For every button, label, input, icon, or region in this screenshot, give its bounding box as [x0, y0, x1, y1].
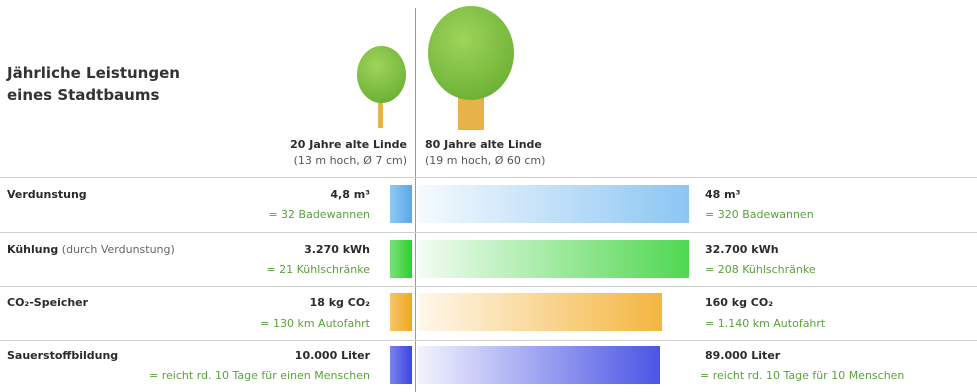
- title-line-2: eines Stadtbaums: [7, 86, 160, 104]
- right-value: 160 kg CO₂: [705, 296, 774, 309]
- right-value: 89.000 Liter: [705, 349, 781, 362]
- right-equiv: = 208 Kühlschränke: [705, 263, 816, 276]
- tree-name: 20 Jahre alte Linde: [290, 138, 407, 151]
- tree-header-old: 80 Jahre alte Linde (19 m hoch, Ø 60 cm): [425, 137, 545, 169]
- small-tree-trunk: [378, 95, 383, 128]
- right-equiv: = 320 Badewannen: [705, 208, 814, 221]
- large-tree-icon: [428, 6, 514, 100]
- left-value: 4,8 m³: [330, 188, 370, 201]
- bar-left-verdunstung: [390, 185, 412, 223]
- left-equiv: = 21 Kühlschränke: [266, 263, 370, 276]
- left-value: 18 kg CO₂: [309, 296, 370, 309]
- row-separator: [0, 232, 977, 233]
- right-value: 32.700 kWh: [705, 243, 779, 256]
- left-value: 3.270 kWh: [304, 243, 370, 256]
- row-label: CO₂-Speicher: [7, 296, 89, 309]
- bar-right-sauerstoff: [418, 346, 660, 384]
- tree-name: 80 Jahre alte Linde: [425, 138, 542, 151]
- row-label: Sauerstoffbildung: [7, 349, 119, 362]
- row-separator: [0, 177, 977, 178]
- row-label: Verdunstung: [7, 188, 87, 201]
- title-line-1: Jährliche Leistungen: [7, 64, 180, 82]
- left-value: 10.000 Liter: [294, 349, 370, 362]
- chart-title: Jährliche Leistungen eines Stadtbaums: [7, 62, 180, 106]
- right-value: 48 m³: [705, 188, 741, 201]
- tree-header-young: 20 Jahre alte Linde (13 m hoch, Ø 7 cm): [290, 137, 407, 169]
- center-axis-line: [415, 8, 416, 392]
- left-equiv: = 32 Badewannen: [268, 208, 370, 221]
- large-tree-trunk: [458, 95, 484, 130]
- right-equiv: = 1.140 km Autofahrt: [705, 317, 826, 330]
- bar-right-kuehlung: [418, 240, 689, 278]
- right-equiv: = reicht rd. 10 Tage für 10 Menschen: [700, 369, 905, 382]
- bar-left-kuehlung: [390, 240, 412, 278]
- bar-left-sauerstoff: [390, 346, 412, 384]
- row-separator: [0, 340, 977, 341]
- left-equiv: = reicht rd. 10 Tage für einen Menschen: [149, 369, 370, 382]
- bar-right-verdunstung: [418, 185, 689, 223]
- bar-left-co2: [390, 293, 412, 331]
- tree-dims: (19 m hoch, Ø 60 cm): [425, 154, 546, 167]
- left-equiv: = 130 km Autofahrt: [260, 317, 370, 330]
- tree-dims: (13 m hoch, Ø 7 cm): [293, 154, 407, 167]
- small-tree-icon: [357, 46, 406, 103]
- row-label: Kühlung (durch Verdunstung): [7, 243, 175, 256]
- row-separator: [0, 286, 977, 287]
- bar-right-co2: [418, 293, 662, 331]
